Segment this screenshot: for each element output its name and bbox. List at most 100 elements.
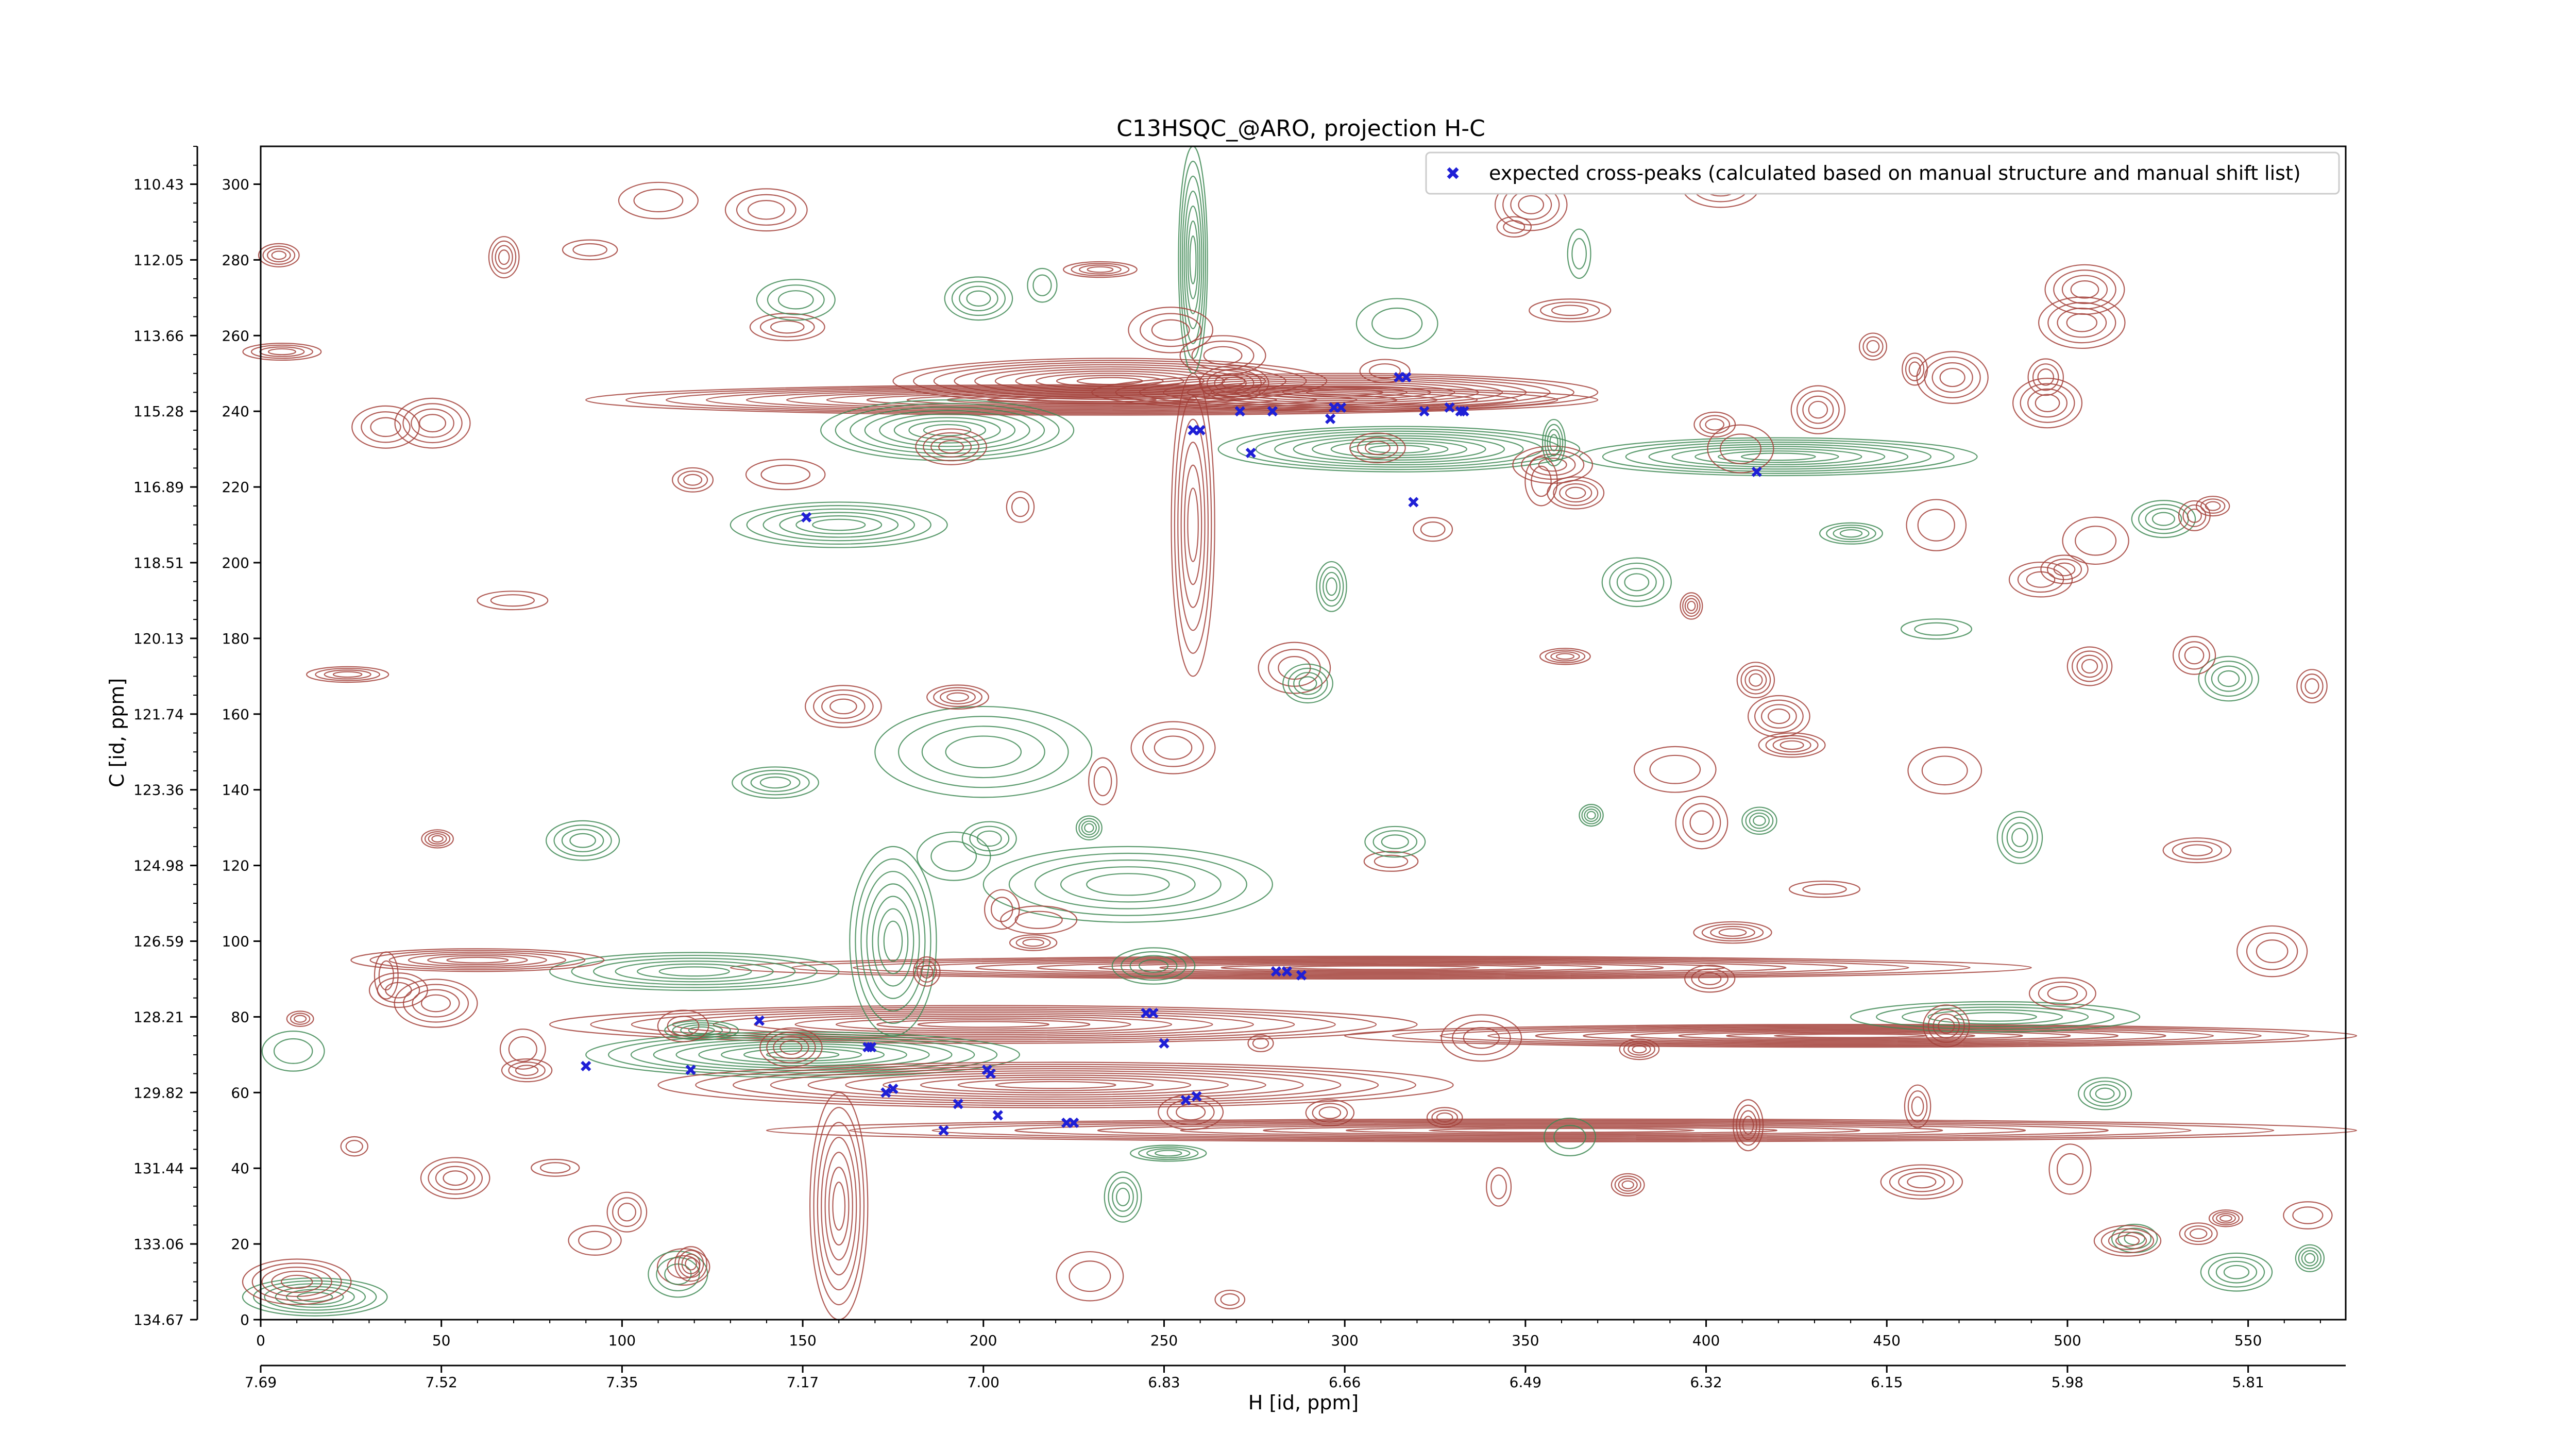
contour-noise — [1675, 796, 1728, 850]
contour-noise — [2066, 646, 2113, 686]
y-ppm-tick-label: 134.67 — [133, 1311, 184, 1328]
contour-ridge — [874, 705, 1093, 798]
contour-noise — [1413, 517, 1453, 542]
contour-noise — [242, 343, 322, 361]
contour-noise — [2296, 669, 2328, 703]
y-index-tick-label: 60 — [231, 1084, 249, 1101]
contour-noise — [1486, 1167, 1512, 1207]
y-index-tick-label: 200 — [222, 554, 249, 571]
cross-peak-marker — [685, 1065, 696, 1075]
contour-noise — [2295, 1244, 2325, 1272]
y-ppm-tick-label: 113.66 — [133, 327, 184, 344]
contour-noise — [2040, 554, 2089, 584]
contour-noise — [759, 1027, 823, 1068]
contour-noise — [1130, 721, 1216, 774]
cross-peak-marker — [1068, 1117, 1079, 1128]
contour-noise — [606, 1191, 648, 1233]
contour-noise — [562, 239, 618, 261]
contour-noise — [351, 405, 420, 449]
x-index-tick-label: 350 — [1512, 1332, 1539, 1349]
y-index-tick-label: 240 — [222, 403, 249, 420]
contour-noise — [664, 1020, 739, 1041]
contour-noise — [1104, 1171, 1142, 1223]
y-index-tick-label: 140 — [222, 782, 249, 799]
contour-noise — [1199, 365, 1269, 401]
contour-noise — [1611, 1173, 1645, 1197]
contour-noise — [1907, 747, 1982, 795]
contour-noise — [531, 1158, 580, 1177]
contour-noise — [306, 666, 389, 683]
contour-noise — [1900, 618, 1973, 640]
peak-markers — [581, 372, 1762, 1136]
y-ppm-tick-label: 124.98 — [133, 857, 184, 874]
cross-peak-marker — [992, 1110, 1003, 1121]
contour-noise — [1088, 757, 1117, 805]
contour-ridge — [242, 1258, 352, 1305]
contour-noise — [1130, 1144, 1207, 1162]
contour-noise — [618, 181, 699, 220]
contour-noise — [2012, 378, 2083, 429]
contour-noise — [1316, 561, 1347, 612]
contour-noise — [1056, 1251, 1124, 1302]
x-index-ticks: 0 50 100 150 200 250 300 350 400 450 500 550 — [256, 1320, 2321, 1349]
y-ppm-tick-label: 123.36 — [133, 782, 184, 799]
x-index-tick-label: 250 — [1150, 1332, 1178, 1349]
contour-ridge — [657, 1062, 1454, 1108]
contour-layer — [242, 145, 2358, 1321]
plot-background — [261, 146, 2346, 1320]
contour-noise — [1111, 947, 1196, 985]
contour-noise — [1707, 424, 1774, 474]
contour-noise — [1790, 385, 1846, 434]
legend-box — [1425, 151, 2340, 195]
contour-noise — [944, 276, 1013, 321]
contour-noise — [745, 459, 826, 491]
x-index-tick-label: 450 — [1873, 1332, 1901, 1349]
y-ppm-tick-label: 116.89 — [133, 479, 184, 496]
x-ppm-tick-label: 5.81 — [2232, 1374, 2264, 1391]
contour-noise — [1075, 815, 1103, 840]
x-ppm-tick-label: 6.15 — [1871, 1374, 1903, 1391]
cross-peak-marker — [880, 1087, 891, 1098]
x-ppm-tick-label: 7.00 — [968, 1374, 999, 1391]
contour-noise — [1000, 905, 1078, 935]
cross-peak-marker — [1459, 406, 1469, 417]
contour-noise — [545, 820, 620, 861]
contour-noise — [1741, 806, 1777, 835]
contour-noise — [1214, 1289, 1246, 1309]
y-ppm-tick-label: 133.06 — [133, 1236, 184, 1253]
cross-peak-marker — [1751, 466, 1762, 477]
cross-peak-marker — [1419, 406, 1430, 417]
contour-noise — [674, 1246, 707, 1282]
x-ppm-ticks: 7.69 7.52 7.35 7.17 7.00 6.83 6.66 6.49 6.32 6.15… — [245, 1366, 2264, 1391]
contour-noise — [2078, 1077, 2132, 1110]
contour-ridge — [549, 952, 840, 991]
y-index-tick-label: 300 — [222, 176, 249, 193]
cross-peak-marker — [985, 1068, 996, 1079]
cross-peak-marker — [1281, 966, 1293, 977]
cross-peak-marker — [1148, 1007, 1159, 1019]
x-ppm-tick-label: 7.52 — [426, 1374, 457, 1391]
contour-noise — [258, 243, 300, 267]
contour-noise — [1922, 1004, 1970, 1048]
cross-peak-marker — [1401, 372, 1412, 383]
contour-noise — [374, 951, 399, 1000]
x-ppm-tick-label: 7.69 — [245, 1374, 277, 1391]
contour-noise — [1062, 261, 1138, 278]
contour-noise — [420, 1157, 490, 1200]
contour-ridge — [350, 948, 605, 972]
contour-noise — [1524, 456, 1558, 507]
cross-peak-marker — [1325, 413, 1336, 424]
contour-noise — [2179, 1222, 2218, 1245]
contour-noise — [499, 1029, 546, 1070]
legend: expected cross-peaks (calculated based o… — [1425, 151, 2340, 195]
contour-noise — [2198, 655, 2260, 702]
cross-peak-marker — [1267, 406, 1278, 417]
x-index-tick-label: 550 — [2234, 1332, 2262, 1349]
contour-noise — [1858, 332, 1887, 361]
contour-noise — [1128, 307, 1214, 353]
contour-noise — [913, 956, 941, 987]
cross-peak-marker — [1270, 966, 1282, 977]
contour-noise — [488, 236, 520, 279]
contour-noise — [805, 685, 882, 728]
cross-peak-marker — [1245, 447, 1256, 459]
